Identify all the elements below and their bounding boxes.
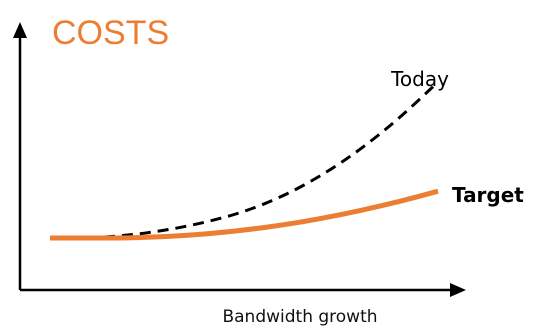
series-line-target — [49, 188, 439, 241]
series-label-target: Target — [452, 183, 524, 207]
y-axis-arrow-icon — [13, 22, 27, 38]
series-line-today — [49, 80, 440, 240]
series-layer — [49, 80, 440, 241]
y-axis-label: COSTS — [52, 14, 169, 52]
x-axis-arrow-icon — [450, 283, 466, 297]
x-axis-label: Bandwidth growth — [222, 307, 377, 327]
series-label-today: Today — [390, 67, 449, 91]
